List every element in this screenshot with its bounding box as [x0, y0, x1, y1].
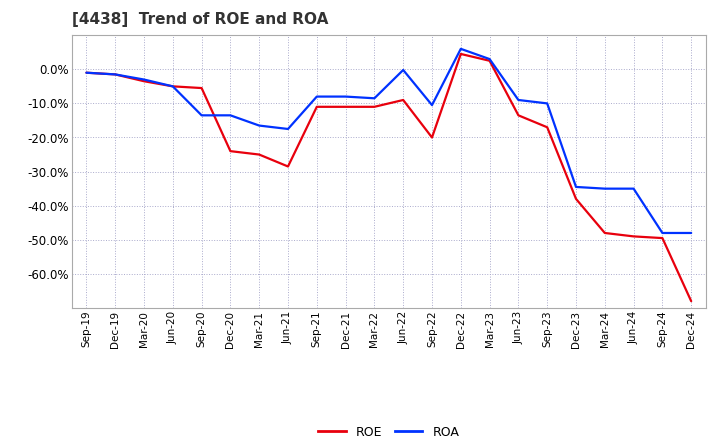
ROA	[399, 67, 408, 73]
ROE	[514, 113, 523, 118]
ROA	[168, 84, 177, 89]
ROE	[255, 152, 264, 157]
ROE	[111, 72, 120, 77]
ROE	[140, 79, 148, 84]
ROE	[312, 104, 321, 110]
ROA	[629, 186, 638, 191]
ROA	[255, 123, 264, 128]
ROE	[197, 85, 206, 91]
ROE	[543, 125, 552, 130]
ROA	[658, 231, 667, 236]
ROA	[312, 94, 321, 99]
ROA	[226, 113, 235, 118]
ROA	[140, 77, 148, 82]
ROA	[284, 126, 292, 132]
ROA	[543, 101, 552, 106]
ROE	[284, 164, 292, 169]
ROA	[572, 184, 580, 190]
ROA	[687, 231, 696, 236]
ROE	[629, 234, 638, 239]
Line: ROE: ROE	[86, 54, 691, 301]
ROA	[485, 56, 494, 62]
ROE	[428, 135, 436, 140]
Line: ROA: ROA	[86, 49, 691, 233]
ROE	[572, 196, 580, 202]
ROE	[600, 231, 609, 236]
ROE	[226, 149, 235, 154]
ROA	[370, 95, 379, 101]
ROA	[341, 94, 350, 99]
ROA	[428, 103, 436, 108]
Text: [4438]  Trend of ROE and ROA: [4438] Trend of ROE and ROA	[72, 12, 328, 27]
ROE	[687, 299, 696, 304]
ROA	[456, 46, 465, 51]
Legend: ROE, ROA: ROE, ROA	[313, 421, 464, 440]
ROA	[514, 97, 523, 103]
ROA	[111, 72, 120, 77]
ROE	[370, 104, 379, 110]
ROE	[341, 104, 350, 110]
ROE	[658, 235, 667, 241]
ROE	[456, 51, 465, 57]
ROE	[168, 84, 177, 89]
ROE	[82, 70, 91, 75]
ROA	[82, 70, 91, 75]
ROA	[197, 113, 206, 118]
ROE	[485, 58, 494, 63]
ROA	[600, 186, 609, 191]
ROE	[399, 97, 408, 103]
